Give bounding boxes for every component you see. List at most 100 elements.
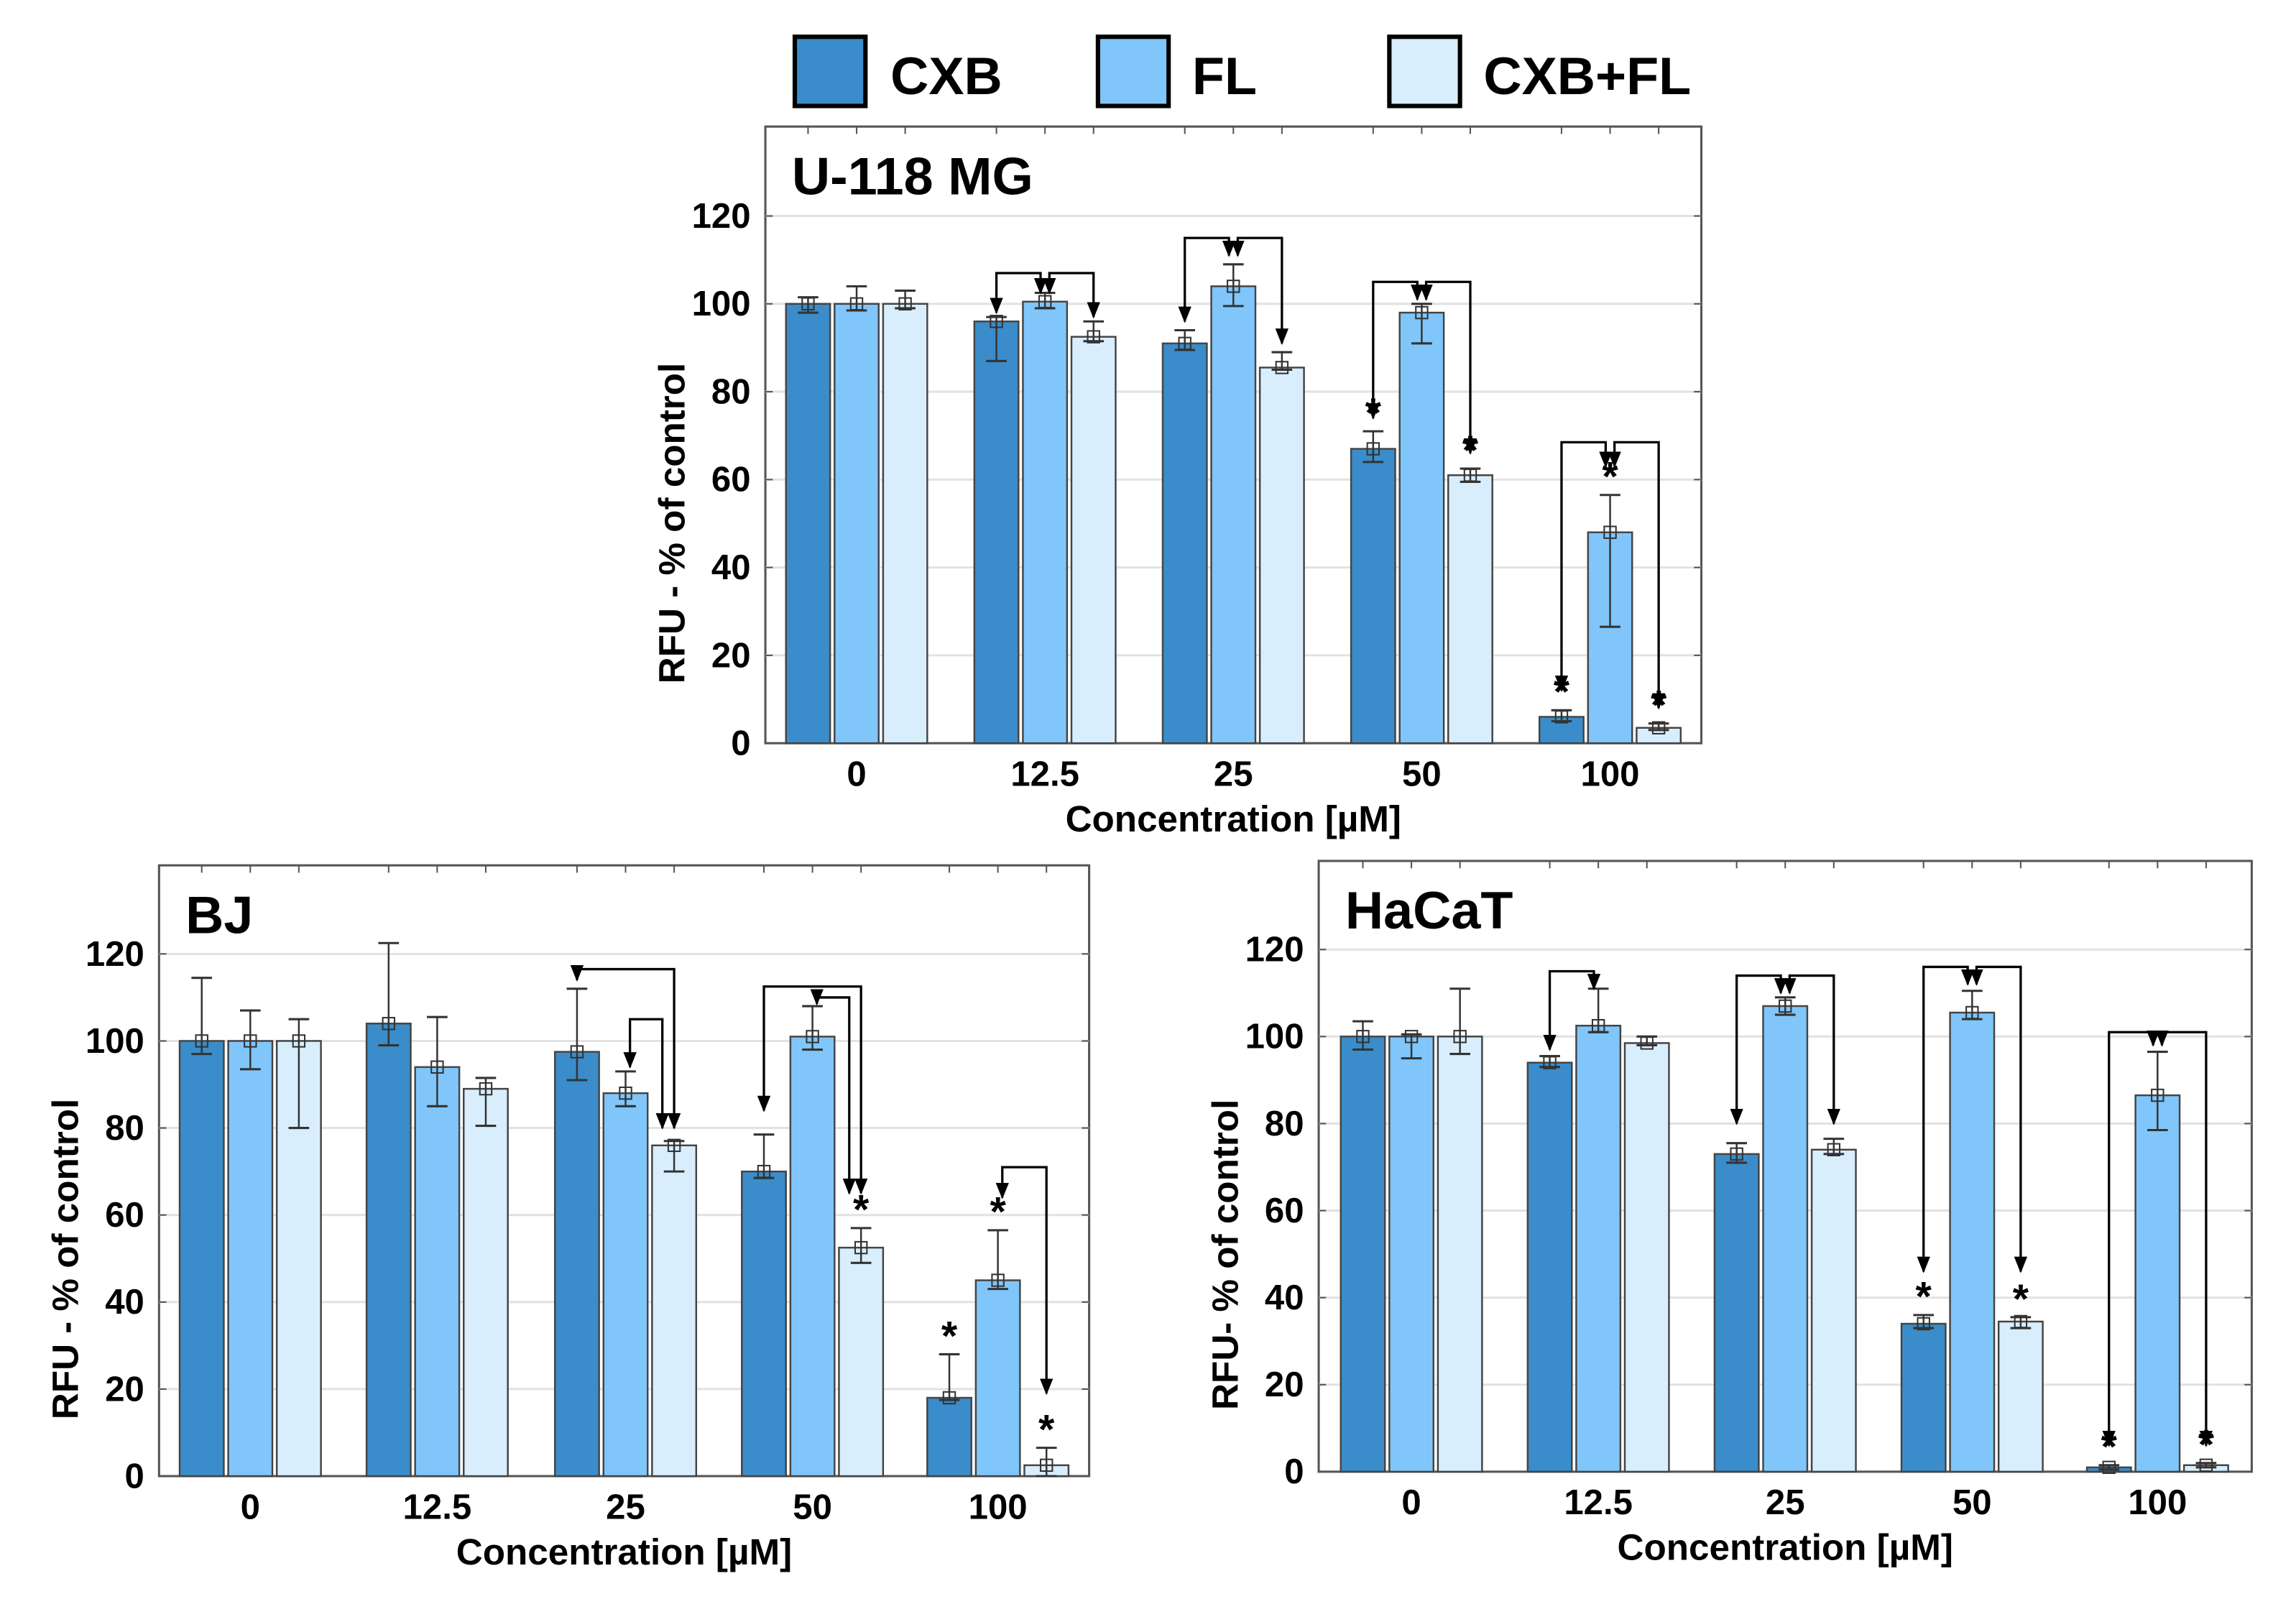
bar-CXB-50 (1350, 448, 1396, 745)
bar-CXB+FL-25 (1258, 367, 1305, 745)
bar-FL-12.5 (1575, 1024, 1622, 1473)
ytick-label: 40 (105, 1283, 144, 1322)
legend: CXB FL CXB+FL (792, 34, 1691, 109)
comparison-bracket (995, 1166, 1054, 1396)
mean-marker (1640, 1036, 1654, 1050)
mean-marker (1554, 710, 1569, 724)
comparison-bracket (1730, 974, 1788, 1125)
mean-marker (1827, 1143, 1841, 1156)
chart-1: 0 20 40 60 80 100 120 BJ Concentration [µM] RFU -… (45, 864, 1091, 1572)
bar-CXB+FL-50 (838, 1246, 885, 1478)
ytick-label: 40 (1265, 1278, 1304, 1317)
mean-marker (1366, 442, 1380, 456)
ytick-label: 100 (1245, 1018, 1304, 1056)
ytick-label: 120 (86, 935, 144, 974)
y-axis-label: RFU - % of control (45, 1099, 86, 1419)
mean-marker (2102, 1460, 2116, 1475)
xtick-label: 0 (1401, 1483, 1421, 1522)
comparison-bracket (570, 965, 681, 1130)
mean-marker (292, 1034, 306, 1048)
mean-marker (1463, 469, 1477, 482)
comparison-bracket (1231, 236, 1289, 346)
bar-FL-25 (602, 1092, 649, 1478)
ytick-label: 100 (86, 1022, 144, 1061)
ytick-label: 20 (711, 636, 751, 675)
ytick-label: 0 (731, 724, 750, 763)
mean-marker (854, 1240, 868, 1255)
x-axis-label: Concentration [µM] (1618, 1527, 1953, 1568)
xtick-label: 50 (1952, 1483, 1992, 1522)
mean-marker (898, 297, 912, 311)
mean-marker (667, 1138, 681, 1153)
mean-marker (1917, 1317, 1930, 1331)
mean-marker (430, 1060, 444, 1074)
bar-FL-50 (789, 1036, 836, 1478)
bar-CXB-0 (1340, 1036, 1386, 1473)
significance-star: * (853, 1187, 870, 1233)
bar-CXB+FL-12.5 (463, 1087, 509, 1478)
legend-swatch-2 (1387, 34, 1462, 109)
significance-star: * (1038, 1407, 1055, 1453)
significance-star: * (2013, 1276, 2029, 1322)
ytick-label: 100 (692, 285, 751, 323)
bar-CXB-12.5 (365, 1023, 412, 1478)
legend-swatch-1 (1095, 34, 1171, 109)
comparison-bracket (810, 989, 856, 1195)
mean-marker (195, 1034, 208, 1048)
xtick-label: 100 (1581, 755, 1640, 794)
bar-CXB-50 (1900, 1322, 1947, 1473)
mean-marker (244, 1034, 257, 1048)
chart-2: 0 20 40 60 80 100 120 HaCaT Concentration [µM] RF… (1204, 860, 2253, 1568)
significance-star: * (990, 1189, 1006, 1235)
bar-FL-0 (1388, 1036, 1435, 1473)
chart-title: HaCaT (1345, 880, 1513, 940)
chart-title: BJ (185, 885, 253, 944)
ytick-label: 40 (711, 548, 751, 587)
bar-CXB+FL-12.5 (1623, 1042, 1670, 1473)
bar-FL-50 (1949, 1011, 1996, 1473)
mean-marker (942, 1391, 956, 1405)
ytick-label: 80 (1265, 1105, 1304, 1143)
comparison-bracket (1178, 236, 1236, 323)
bar-CXB-100 (926, 1396, 972, 1478)
comparison-bracket (1608, 441, 1666, 710)
legend-label: FL (1192, 46, 1257, 106)
ytick-label: 80 (711, 372, 751, 411)
bar-FL-12.5 (414, 1066, 461, 1478)
xtick-label: 12.5 (1564, 1483, 1633, 1522)
bar-FL-25 (1210, 285, 1257, 745)
mean-marker (382, 1017, 396, 1031)
legend-label: CXB (890, 46, 1002, 106)
comparison-bracket (2155, 1030, 2213, 1447)
comparison-bracket (2102, 1030, 2160, 1447)
mean-marker (2014, 1314, 2028, 1329)
comparison-bracket (1554, 441, 1613, 693)
comparison-bracket (1043, 272, 1100, 319)
mean-marker (1651, 721, 1666, 734)
mean-marker (849, 297, 864, 311)
xtick-label: 25 (1766, 1483, 1805, 1522)
xtick-label: 0 (847, 755, 866, 794)
legend-swatch-0 (792, 34, 868, 109)
xtick-label: 100 (2128, 1483, 2187, 1522)
mean-marker (1178, 336, 1191, 351)
xtick-label: 12.5 (403, 1488, 472, 1526)
ytick-label: 60 (711, 461, 751, 499)
ytick-label: 0 (1284, 1452, 1304, 1491)
ytick-label: 60 (1265, 1192, 1304, 1230)
xtick-label: 12.5 (1010, 755, 1079, 794)
mean-marker (479, 1082, 493, 1096)
mean-marker (1453, 1030, 1467, 1043)
comparison-bracket (1970, 965, 2028, 1273)
ytick-label: 0 (125, 1457, 144, 1496)
xtick-label: 25 (606, 1488, 645, 1526)
ytick-label: 80 (105, 1109, 144, 1148)
bar-CXB+FL-0 (882, 303, 928, 745)
y-axis-label: RFU- % of control (1204, 1100, 1245, 1410)
ytick-label: 20 (105, 1370, 144, 1409)
significance-star: * (1916, 1274, 1932, 1320)
mean-marker (1543, 1056, 1557, 1069)
bar-CXB-50 (741, 1170, 787, 1478)
bar-CXB+FL-50 (1997, 1320, 2044, 1473)
bar-CXB-25 (553, 1051, 600, 1478)
